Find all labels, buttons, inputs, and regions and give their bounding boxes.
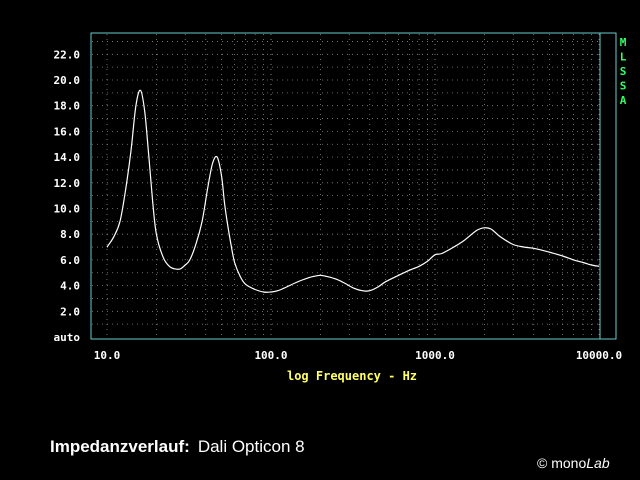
mlssa-letter: A xyxy=(620,94,627,107)
mlssa-letter: M xyxy=(620,36,627,49)
y-tick-label: auto xyxy=(54,331,81,344)
y-tick-label: 14.0 xyxy=(54,151,81,164)
brand-mono: mono xyxy=(551,455,587,471)
grid xyxy=(92,34,600,338)
y-axis-ticks: auto 2.0 4.0 6.0 8.0 10.0 12.0 14.0 16.0 18.0 20.0… xyxy=(54,48,81,344)
plot-frame xyxy=(90,32,617,340)
caption: Impedanzverlauf: Dali Opticon 8 xyxy=(50,437,305,457)
x-tick-label: 10000.0 xyxy=(576,349,622,362)
mlssa-letter: S xyxy=(620,65,627,78)
impedance-curve xyxy=(106,89,600,293)
y-tick-label: 18.0 xyxy=(54,100,81,113)
y-tick-label: 12.0 xyxy=(54,177,81,190)
mlssa-letter: L xyxy=(620,51,627,64)
y-tick-label: 6.0 xyxy=(60,254,80,267)
y-tick-label: 8.0 xyxy=(60,228,80,241)
brand-lab: Lab xyxy=(586,455,610,471)
x-axis-label: log Frequency - Hz xyxy=(287,369,417,383)
copyright-icon: © xyxy=(537,455,548,471)
y-tick-label: 22.0 xyxy=(54,48,81,61)
y-tick-label: 20.0 xyxy=(54,74,81,87)
y-tick-label: 10.0 xyxy=(54,203,81,216)
copyright: © monoLab xyxy=(537,455,610,471)
caption-product: Dali Opticon 8 xyxy=(197,437,305,456)
x-axis-ticks: 10.0 100.0 1000.0 10000.0 xyxy=(94,349,622,362)
x-tick-label: 10.0 xyxy=(94,349,121,362)
caption-label: Impedanzverlauf: xyxy=(50,437,190,456)
x-tick-label: 100.0 xyxy=(254,349,287,362)
y-tick-label: 2.0 xyxy=(60,305,80,318)
y-tick-label: 16.0 xyxy=(54,125,81,138)
x-tick-label: 1000.0 xyxy=(415,349,455,362)
y-tick-label: 4.0 xyxy=(60,280,80,293)
mlssa-letter: S xyxy=(620,80,627,93)
